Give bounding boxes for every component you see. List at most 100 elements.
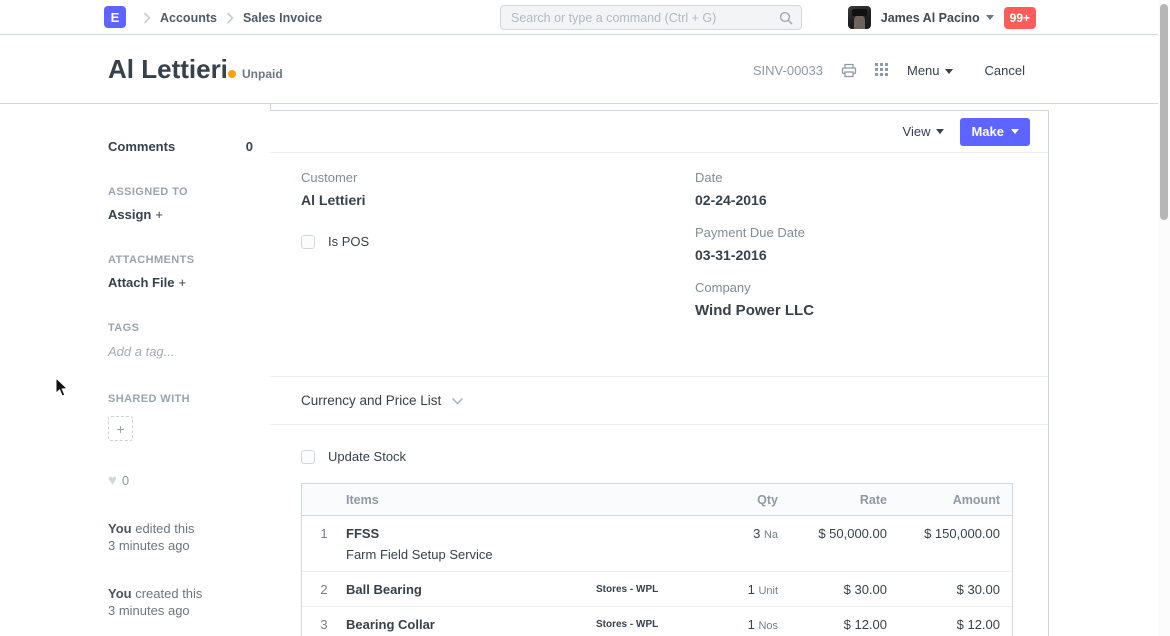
customer-field[interactable]: Customer Al Lettieri	[301, 170, 667, 208]
item-name: Ball Bearing	[346, 582, 422, 597]
chevron-down-icon	[1011, 129, 1019, 134]
item-qty: 1 Nos	[706, 617, 786, 632]
scrollbar-thumb[interactable]	[1160, 4, 1168, 220]
chevron-down-icon	[944, 68, 953, 74]
comments-count: 0	[245, 139, 253, 154]
qty-uom: Unit	[758, 585, 778, 597]
date-field[interactable]: Date 02-24-2016	[695, 170, 1033, 208]
activity-action: edited this	[135, 521, 195, 536]
is-pos-checkbox[interactable]	[301, 234, 315, 249]
qty-value: 3	[753, 526, 761, 541]
row-index: 1	[320, 526, 328, 541]
status-dot-icon	[228, 70, 236, 78]
activity-action: created this	[135, 586, 203, 601]
header-amount: Amount	[952, 492, 1000, 507]
search-input[interactable]	[501, 6, 801, 29]
status-indicator: Unpaid	[228, 67, 283, 81]
plus-icon: +	[155, 207, 163, 222]
company-field[interactable]: Company Wind Power LLC	[695, 280, 1033, 319]
row-index: 2	[320, 582, 328, 597]
qty-value: 1	[747, 582, 755, 597]
update-stock-label: Update Stock	[328, 449, 407, 464]
add-share-button[interactable]: +	[108, 416, 133, 441]
date-value: 02-24-2016	[695, 192, 767, 208]
plus-icon: +	[116, 420, 125, 437]
breadcrumb: Accounts Sales Invoice	[134, 0, 322, 35]
page-title: Al Lettieri	[108, 54, 228, 84]
print-icon[interactable]	[841, 63, 857, 78]
document-id: SINV-00033	[752, 62, 823, 78]
attachments-heading: ATTACHMENTS	[108, 254, 195, 266]
vertical-scrollbar[interactable]	[1158, 0, 1170, 636]
notifications-badge[interactable]: 99+	[1003, 6, 1036, 29]
item-name: Bearing Collar	[346, 617, 435, 632]
chevron-right-icon	[226, 11, 234, 24]
item-rate: $ 12.00	[843, 617, 887, 632]
item-description: Farm Field Setup Service	[346, 547, 493, 562]
item-rate: $ 30.00	[843, 582, 887, 597]
attach-file-button[interactable]: Attach File +	[108, 275, 253, 290]
grid-view-icon[interactable]	[875, 63, 889, 77]
due-date-field[interactable]: Payment Due Date 03-31-2016	[695, 225, 1033, 263]
table-row[interactable]: 3 Bearing Collar Stores - WPL 1 Nos $ 12…	[302, 607, 1012, 636]
item-amount: $ 30.00	[956, 582, 1000, 597]
item-qty: 3 Na	[706, 526, 786, 541]
items-section: Update Stock Items Qty Rate Amount 1	[270, 425, 1048, 636]
add-tag-input[interactable]: Add a tag...	[108, 344, 175, 359]
details-left-column: Customer Al Lettieri Is POS	[301, 170, 667, 376]
due-date-label: Payment Due Date	[695, 225, 805, 240]
update-stock-field[interactable]: Update Stock	[301, 449, 1048, 464]
currency-section-toggle[interactable]: Currency and Price List	[270, 377, 1048, 425]
item-amount: $ 12.00	[956, 617, 1000, 632]
user-avatar[interactable]	[847, 6, 871, 29]
header-qty: Qty	[757, 492, 778, 507]
user-menu[interactable]: James Al Pacino	[881, 11, 994, 25]
sidebar-comments[interactable]: Comments 0	[108, 139, 253, 154]
details-right-column: Date 02-24-2016 Payment Due Date 03-31-2…	[667, 170, 1033, 376]
is-pos-field[interactable]: Is POS	[301, 234, 667, 249]
shared-with-heading: SHARED WITH	[108, 393, 191, 405]
view-button[interactable]: View	[903, 124, 945, 139]
make-label: Make	[971, 124, 1004, 139]
item-name: FFSS	[346, 526, 380, 541]
activity-when: 3 minutes ago	[108, 538, 190, 553]
customer-label: Customer	[301, 170, 358, 185]
form-toolbar: View Make	[270, 111, 1048, 153]
header-warehouse	[596, 499, 706, 501]
cancel-button[interactable]: Cancel	[984, 62, 1025, 78]
make-button[interactable]: Make	[960, 117, 1030, 146]
heart-icon[interactable]: ♥	[108, 472, 117, 489]
item-warehouse: Stores - WPL	[596, 619, 659, 630]
breadcrumb-sales-invoice[interactable]: Sales Invoice	[242, 10, 323, 25]
activity-created: You created this 3 minutes ago	[108, 585, 253, 619]
customer-value: Al Lettieri	[301, 192, 366, 208]
qty-uom: Nos	[758, 620, 778, 632]
table-row[interactable]: 2 Ball Bearing Stores - WPL 1 Unit $ 30.…	[302, 572, 1012, 607]
likes: ♥ 0	[108, 472, 253, 489]
update-stock-checkbox[interactable]	[301, 449, 315, 464]
app-logo[interactable]: E	[104, 6, 126, 28]
page-head-actions: SINV-00033 Menu Cancel	[753, 36, 1025, 104]
status-label: Unpaid	[242, 67, 283, 81]
table-row[interactable]: 1 FFSS Farm Field Setup Service 3 Na $ 5…	[302, 516, 1012, 572]
company-label: Company	[695, 280, 751, 295]
view-label: View	[902, 124, 931, 139]
is-pos-label: Is POS	[328, 234, 370, 249]
navbar-right: James Al Pacino 99+	[847, 0, 1036, 35]
assign-button[interactable]: Assign +	[108, 207, 253, 222]
tags-heading: TAGS	[108, 322, 140, 334]
company-value: Wind Power LLC	[695, 302, 815, 319]
row-index: 3	[320, 617, 328, 632]
assign-label: Assign	[108, 207, 152, 222]
menu-button[interactable]: Menu	[907, 63, 953, 78]
details-section: Customer Al Lettieri Is POS Date 02-24-2…	[270, 153, 1048, 377]
due-date-value: 03-31-2016	[695, 247, 767, 263]
date-label: Date	[695, 170, 723, 185]
item-warehouse: Stores - WPL	[596, 584, 659, 595]
page-head: Al Lettieri Unpaid SINV-00033 Menu Cance…	[0, 36, 1158, 104]
item-amount: $ 150,000.00	[924, 526, 1000, 541]
form-body: View Make Customer Al Lettieri Is P	[270, 110, 1049, 636]
row-item: Ball Bearing	[346, 582, 596, 597]
breadcrumb-accounts[interactable]: Accounts	[160, 10, 217, 25]
